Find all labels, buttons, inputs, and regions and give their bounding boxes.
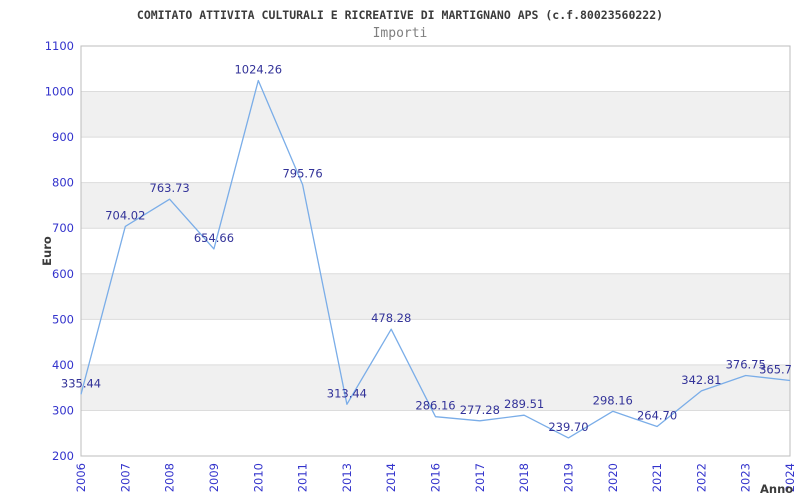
x-tick-label: 2021 [650, 463, 664, 492]
x-tick-label: 2022 [694, 463, 708, 492]
x-tick-label: 2008 [163, 463, 177, 492]
value-label: 478.28 [371, 311, 411, 325]
x-tick-label: 2009 [207, 463, 221, 492]
y-tick-label: 300 [52, 403, 74, 417]
value-label: 795.76 [282, 167, 322, 181]
value-label: 1024.26 [234, 63, 282, 77]
y-tick-label: 1100 [45, 39, 74, 53]
y-axis-title: Euro [40, 236, 54, 266]
x-tick-label: 2011 [296, 463, 310, 492]
x-tick-label: 2014 [384, 463, 398, 492]
value-label: 654.66 [194, 231, 234, 245]
chart-subtitle: Importi [372, 26, 428, 41]
x-tick-label: 2013 [340, 463, 354, 492]
x-tick-label: 2006 [74, 463, 88, 492]
y-tick-label: 200 [52, 449, 74, 463]
grid-band [81, 91, 790, 138]
grid-band [81, 364, 790, 411]
grid-band [81, 182, 790, 229]
line-series [80, 79, 791, 439]
y-tick-label: 700 [52, 221, 74, 235]
x-tick-label: 2023 [739, 463, 753, 492]
value-label: 704.02 [105, 208, 145, 222]
x-tick-label: 2007 [118, 463, 132, 492]
value-label: 763.73 [150, 181, 190, 195]
value-label: 264.70 [637, 409, 677, 423]
x-tick-label: 2017 [473, 463, 487, 492]
y-tick-label: 1000 [45, 85, 74, 99]
value-label: 277.28 [460, 403, 500, 417]
value-label: 298.16 [593, 393, 633, 407]
plot-border [80, 45, 791, 457]
x-tick-label: 2018 [517, 463, 531, 492]
y-tick-label: 400 [52, 358, 74, 372]
value-label: 289.51 [504, 397, 544, 411]
value-label: 313.44 [327, 386, 367, 400]
value-label: 365.7 [759, 363, 792, 377]
value-label: 342.81 [681, 373, 721, 387]
value-label: 286.16 [415, 399, 455, 413]
x-tick-label: 2016 [429, 463, 443, 492]
x-tick-label: 2010 [251, 463, 265, 492]
grid-band [81, 273, 790, 320]
y-tick-label: 900 [52, 130, 74, 144]
x-axis-title: Anno [760, 482, 793, 496]
y-tick-label: 600 [52, 267, 74, 281]
chart-title: COMITATO ATTIVITA CULTURALI E RICREATIVE… [136, 8, 664, 22]
y-tick-label: 800 [52, 176, 74, 190]
y-tick-label: 500 [52, 312, 74, 326]
value-label: 239.70 [548, 420, 588, 434]
x-tick-label: 2020 [606, 463, 620, 492]
x-tick-label: 2024 [783, 463, 797, 492]
value-label: 376.75 [726, 357, 766, 371]
value-label: 335.44 [61, 376, 101, 390]
x-tick-label: 2019 [561, 463, 575, 492]
